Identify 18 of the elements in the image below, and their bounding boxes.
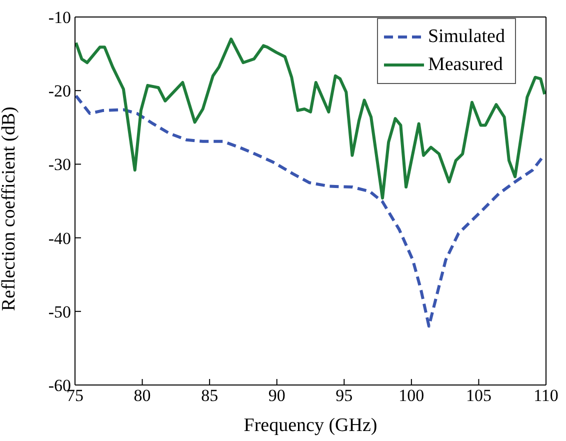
x-tick-label: 80 [134, 386, 151, 406]
y-axis-title: Reflection coefficient (dB) [0, 106, 20, 311]
x-axis-title: Frequency (GHz) [244, 415, 378, 436]
y-tick-label: -20 [48, 82, 71, 101]
y-tick-label: -50 [48, 302, 71, 322]
y-tick-label: -40 [48, 228, 71, 248]
legend-label: Simulated [428, 25, 505, 49]
legend-label: Measured [428, 53, 503, 77]
x-tick-label: 110 [534, 386, 558, 406]
x-tick-label: 105 [466, 386, 492, 406]
line-series [75, 94, 546, 328]
x-tick-label: 85 [201, 386, 218, 406]
x-tick-label: 90 [268, 386, 286, 406]
y-tick-label: -10 [48, 8, 71, 28]
x-tick-label: 100 [398, 386, 424, 406]
y-tick-label: -60 [48, 376, 71, 396]
x-tick-label: 95 [336, 386, 353, 406]
y-tick-label: -30 [48, 155, 71, 174]
